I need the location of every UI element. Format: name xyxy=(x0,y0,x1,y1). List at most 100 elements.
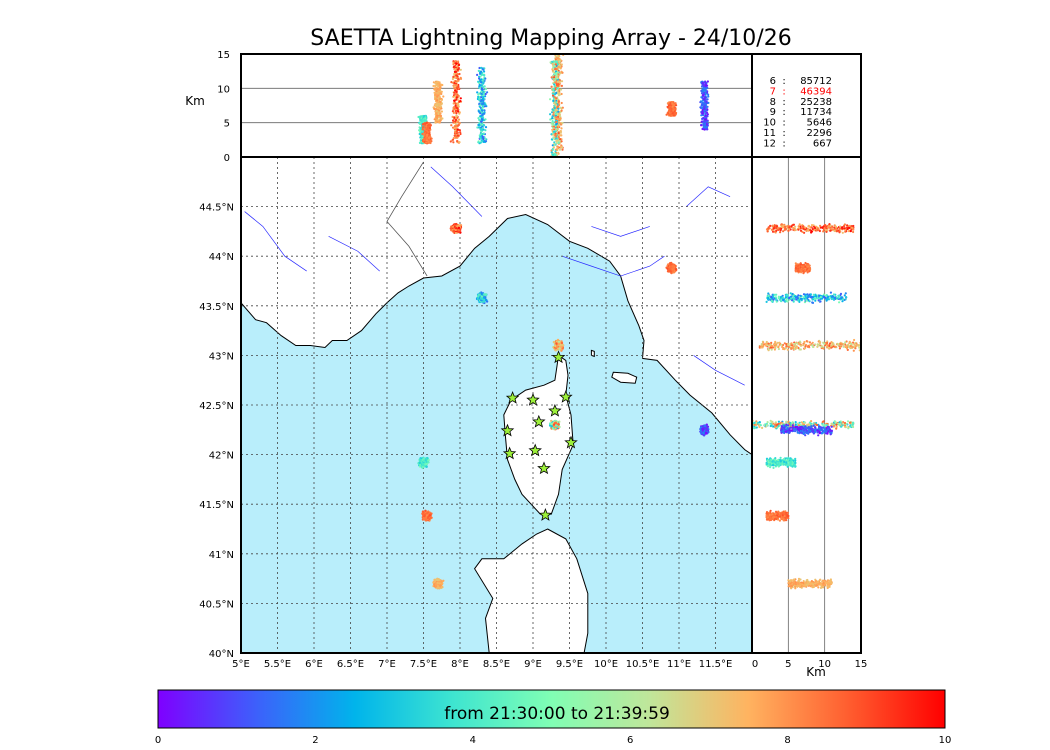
altitude-point xyxy=(559,117,562,120)
altitude-point xyxy=(482,137,485,140)
river-2 xyxy=(328,236,380,272)
lat-lon-grid xyxy=(241,157,752,653)
right-altitude-point xyxy=(794,225,797,228)
altitude-point xyxy=(707,93,710,96)
altitude-point xyxy=(422,114,426,118)
altitude-point xyxy=(560,84,564,87)
latitude-vs-altitude-panel: 0 5 10 15 Km xyxy=(751,156,867,679)
altitude-point xyxy=(554,152,557,155)
altitude-point xyxy=(550,133,553,136)
altitude-point xyxy=(437,106,440,109)
altitude-point xyxy=(435,112,438,115)
altitude-point xyxy=(670,111,673,114)
source-point xyxy=(425,512,429,515)
altitude-point xyxy=(706,98,709,101)
altitude-point xyxy=(454,104,457,107)
source-point xyxy=(557,340,561,343)
source-point xyxy=(556,345,559,348)
altitude-point xyxy=(451,115,454,118)
altitude-point xyxy=(454,109,457,113)
altitude-tick: 10 xyxy=(217,84,230,95)
source-point xyxy=(434,585,438,588)
altitude-point xyxy=(702,89,705,92)
source-point xyxy=(558,347,561,350)
source-point xyxy=(705,427,708,430)
source-point xyxy=(477,295,480,298)
altitude-point xyxy=(555,101,558,104)
altitude-point xyxy=(560,101,563,105)
altitude-cluster xyxy=(476,66,489,145)
source-point xyxy=(672,265,675,268)
altitude-point xyxy=(455,98,458,101)
right-altitude-point xyxy=(835,228,838,231)
altitude-point xyxy=(477,93,480,96)
altitude-point xyxy=(553,117,556,120)
altitude-point xyxy=(439,100,442,103)
latitude-tick: 43.5°N xyxy=(199,302,234,313)
altitude-cluster xyxy=(549,60,561,158)
altitude-point xyxy=(560,92,563,96)
altitude-point xyxy=(700,90,703,93)
altitude-point xyxy=(476,73,479,76)
source-point xyxy=(435,578,438,581)
count-altitude: 11 xyxy=(763,128,776,139)
altitude-point xyxy=(671,105,674,108)
altitude-point xyxy=(483,112,486,115)
altitude-point xyxy=(553,106,556,110)
altitude-point xyxy=(425,131,428,134)
elba-island xyxy=(611,371,638,384)
source-point xyxy=(419,458,422,462)
altitude-point xyxy=(457,105,460,108)
source-point xyxy=(550,419,553,423)
altitude-point xyxy=(551,94,555,97)
altitude-point xyxy=(452,106,455,109)
altitude-point xyxy=(425,128,428,131)
altitude-point xyxy=(559,80,562,83)
longitude-tick: 9.5°E xyxy=(556,659,583,670)
altitude-point xyxy=(478,118,481,121)
altitude-point xyxy=(706,108,709,111)
altitude-point xyxy=(451,77,454,81)
altitude-point xyxy=(437,121,440,124)
altitude-point xyxy=(552,70,555,73)
longitude-tick: 6°E xyxy=(305,659,323,670)
altitude-point xyxy=(454,120,457,123)
altitude-point xyxy=(478,97,481,100)
altitude-point xyxy=(675,104,678,107)
altitude-point xyxy=(440,90,443,93)
source-cluster xyxy=(449,222,463,234)
altitude-point xyxy=(553,141,556,144)
right-altitude-point xyxy=(792,223,796,226)
altitude-point xyxy=(481,132,484,136)
altitude-point xyxy=(459,100,462,103)
altitude-point xyxy=(702,111,705,115)
altitude-point xyxy=(550,76,553,79)
altitude-point xyxy=(452,111,455,114)
altitude-point xyxy=(456,68,459,71)
altitude-point xyxy=(560,80,564,83)
altitude-point xyxy=(700,85,704,88)
altitude-point xyxy=(435,93,438,96)
altitude-point xyxy=(482,96,485,99)
altitude-point xyxy=(434,82,437,85)
altitude-point xyxy=(556,117,560,120)
chart-title: SAETTA Lightning Mapping Array - 24/10/2… xyxy=(310,26,791,51)
altitude-point xyxy=(560,109,563,112)
latitude-tick-labels: 40°N40.5°N41°N41.5°N42°N42.5°N43°N43.5°N… xyxy=(199,203,234,660)
altitude-point xyxy=(556,147,559,150)
altitude-point xyxy=(418,132,421,136)
right-altitude-point xyxy=(773,230,776,233)
altitude-point xyxy=(551,68,554,71)
altitude-point xyxy=(481,85,484,88)
altitude-point xyxy=(484,126,488,129)
altitude-point xyxy=(432,84,435,88)
altitude-point xyxy=(553,79,557,82)
altitude-point xyxy=(438,84,441,87)
altitude-point xyxy=(555,129,558,132)
altitude-point xyxy=(552,133,555,136)
altitude-point xyxy=(560,107,563,110)
altitude-point xyxy=(479,96,483,99)
source-cluster xyxy=(548,419,561,431)
mainland-landmass xyxy=(241,157,752,456)
right-altitude-point xyxy=(847,230,851,233)
